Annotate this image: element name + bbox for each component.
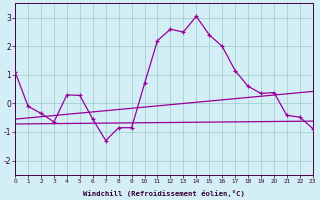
X-axis label: Windchill (Refroidissement éolien,°C): Windchill (Refroidissement éolien,°C)	[83, 190, 245, 197]
